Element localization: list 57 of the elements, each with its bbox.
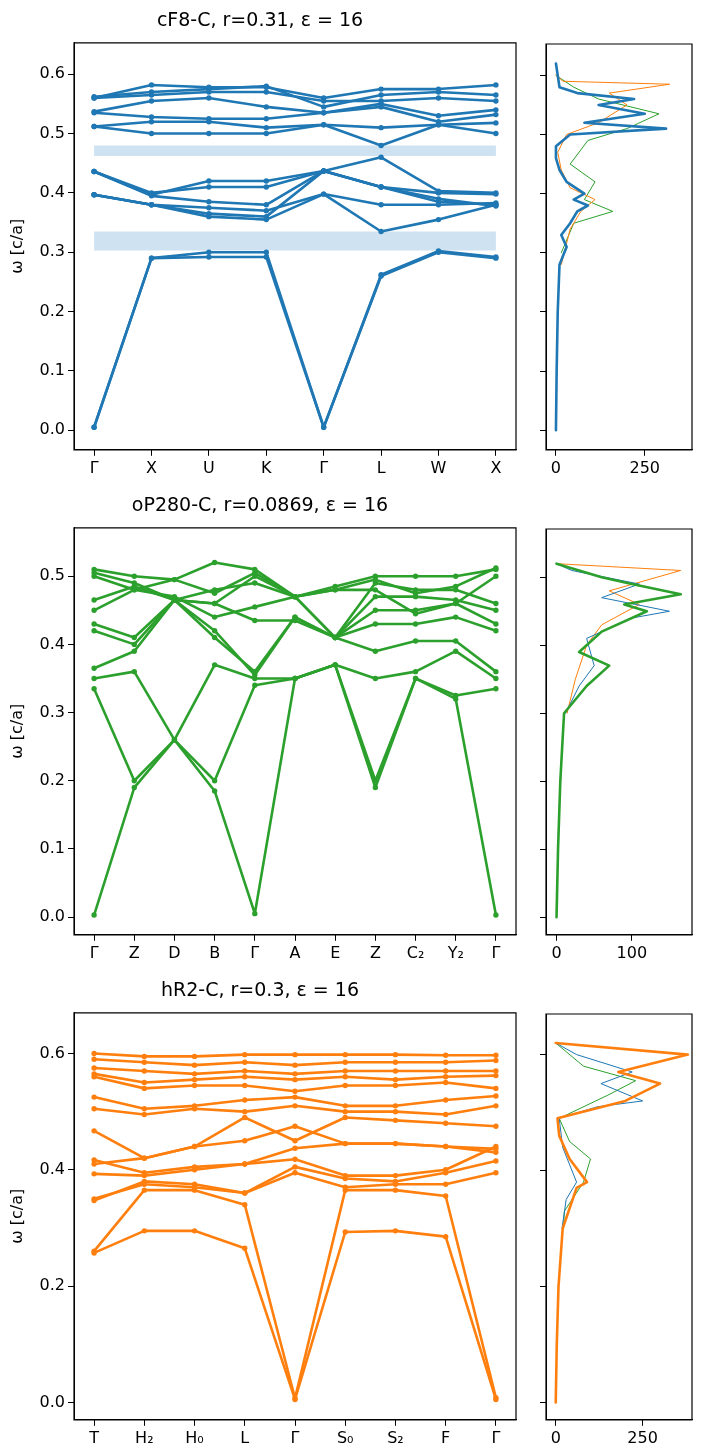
x-tick-label: W — [430, 457, 447, 477]
chart-title: cF8-C, r=0.31, ε = 16 — [156, 8, 364, 31]
x-tick-label: Γ — [319, 457, 329, 477]
x-tick-label: Γ — [491, 1427, 501, 1447]
x-tick-label: K — [261, 457, 273, 477]
y-tick-label: 0.4 — [39, 182, 65, 202]
x-tick-label: 0 — [550, 1427, 561, 1447]
x-tick-label: 0 — [551, 942, 562, 962]
x-tick-label: 100 — [616, 942, 648, 962]
x-tick-label: L — [240, 1427, 250, 1447]
y-tick-label: 0.0 — [39, 1391, 65, 1411]
x-tick-label: S₀ — [336, 1427, 354, 1447]
x-tick-label: 250 — [629, 457, 661, 477]
y-axis-title: ω [c/a] — [6, 218, 26, 274]
y-axis-title: ω [c/a] — [6, 703, 26, 759]
x-tick-label: 0 — [550, 457, 562, 477]
x-tick-label: Γ — [250, 942, 260, 962]
x-tick-label: Z — [369, 942, 381, 962]
y-tick-label: 0.4 — [39, 1158, 65, 1178]
y-tick-label: 0.6 — [39, 63, 65, 83]
x-tick-label: T — [88, 1427, 100, 1447]
chart-title: oP280-C, r=0.0869, ε = 16 — [131, 493, 389, 516]
y-tick-label: 0.5 — [39, 565, 65, 585]
y-axis-title: ω [c/a] — [6, 1188, 26, 1244]
y-tick-label: 0.5 — [39, 122, 65, 142]
x-tick-label: Γ — [491, 942, 501, 962]
chart-title: hR2-C, r=0.3, ε = 16 — [160, 978, 360, 1001]
x-tick-label: B — [209, 942, 221, 962]
x-tick-label: H₀ — [185, 1427, 204, 1447]
x-tick-label: Y₂ — [446, 942, 464, 962]
y-tick-label: 0.1 — [39, 838, 65, 858]
y-tick-label: 0.0 — [39, 419, 65, 439]
y-tick-label: 0.2 — [39, 1275, 65, 1295]
x-tick-label: F — [441, 1427, 451, 1447]
x-tick-label: A — [289, 942, 301, 962]
x-tick-label: Z — [128, 942, 140, 962]
x-tick-label: X — [490, 457, 502, 477]
x-tick-label: H₂ — [135, 1427, 154, 1447]
x-tick-label: C₂ — [406, 942, 425, 962]
x-tick-label: D — [168, 942, 181, 962]
y-tick-label: 0.2 — [39, 300, 65, 320]
x-tick-label: Γ — [290, 1427, 300, 1447]
x-tick-label: U — [203, 457, 215, 477]
y-tick-label: 0.0 — [39, 906, 65, 926]
y-tick-label: 0.3 — [39, 241, 65, 261]
x-tick-label: 250 — [627, 1427, 658, 1447]
x-tick-label: Γ — [89, 942, 99, 962]
x-tick-label: E — [330, 942, 341, 962]
y-tick-label: 0.6 — [39, 1042, 65, 1062]
x-tick-label: S₂ — [387, 1427, 404, 1447]
y-tick-label: 0.1 — [39, 360, 65, 380]
x-tick-label: Γ — [89, 457, 99, 477]
x-tick-label: X — [146, 457, 158, 477]
y-tick-label: 0.3 — [39, 701, 65, 721]
y-tick-label: 0.2 — [39, 769, 65, 789]
y-tick-label: 0.4 — [39, 633, 65, 653]
x-tick-label: L — [376, 457, 386, 477]
